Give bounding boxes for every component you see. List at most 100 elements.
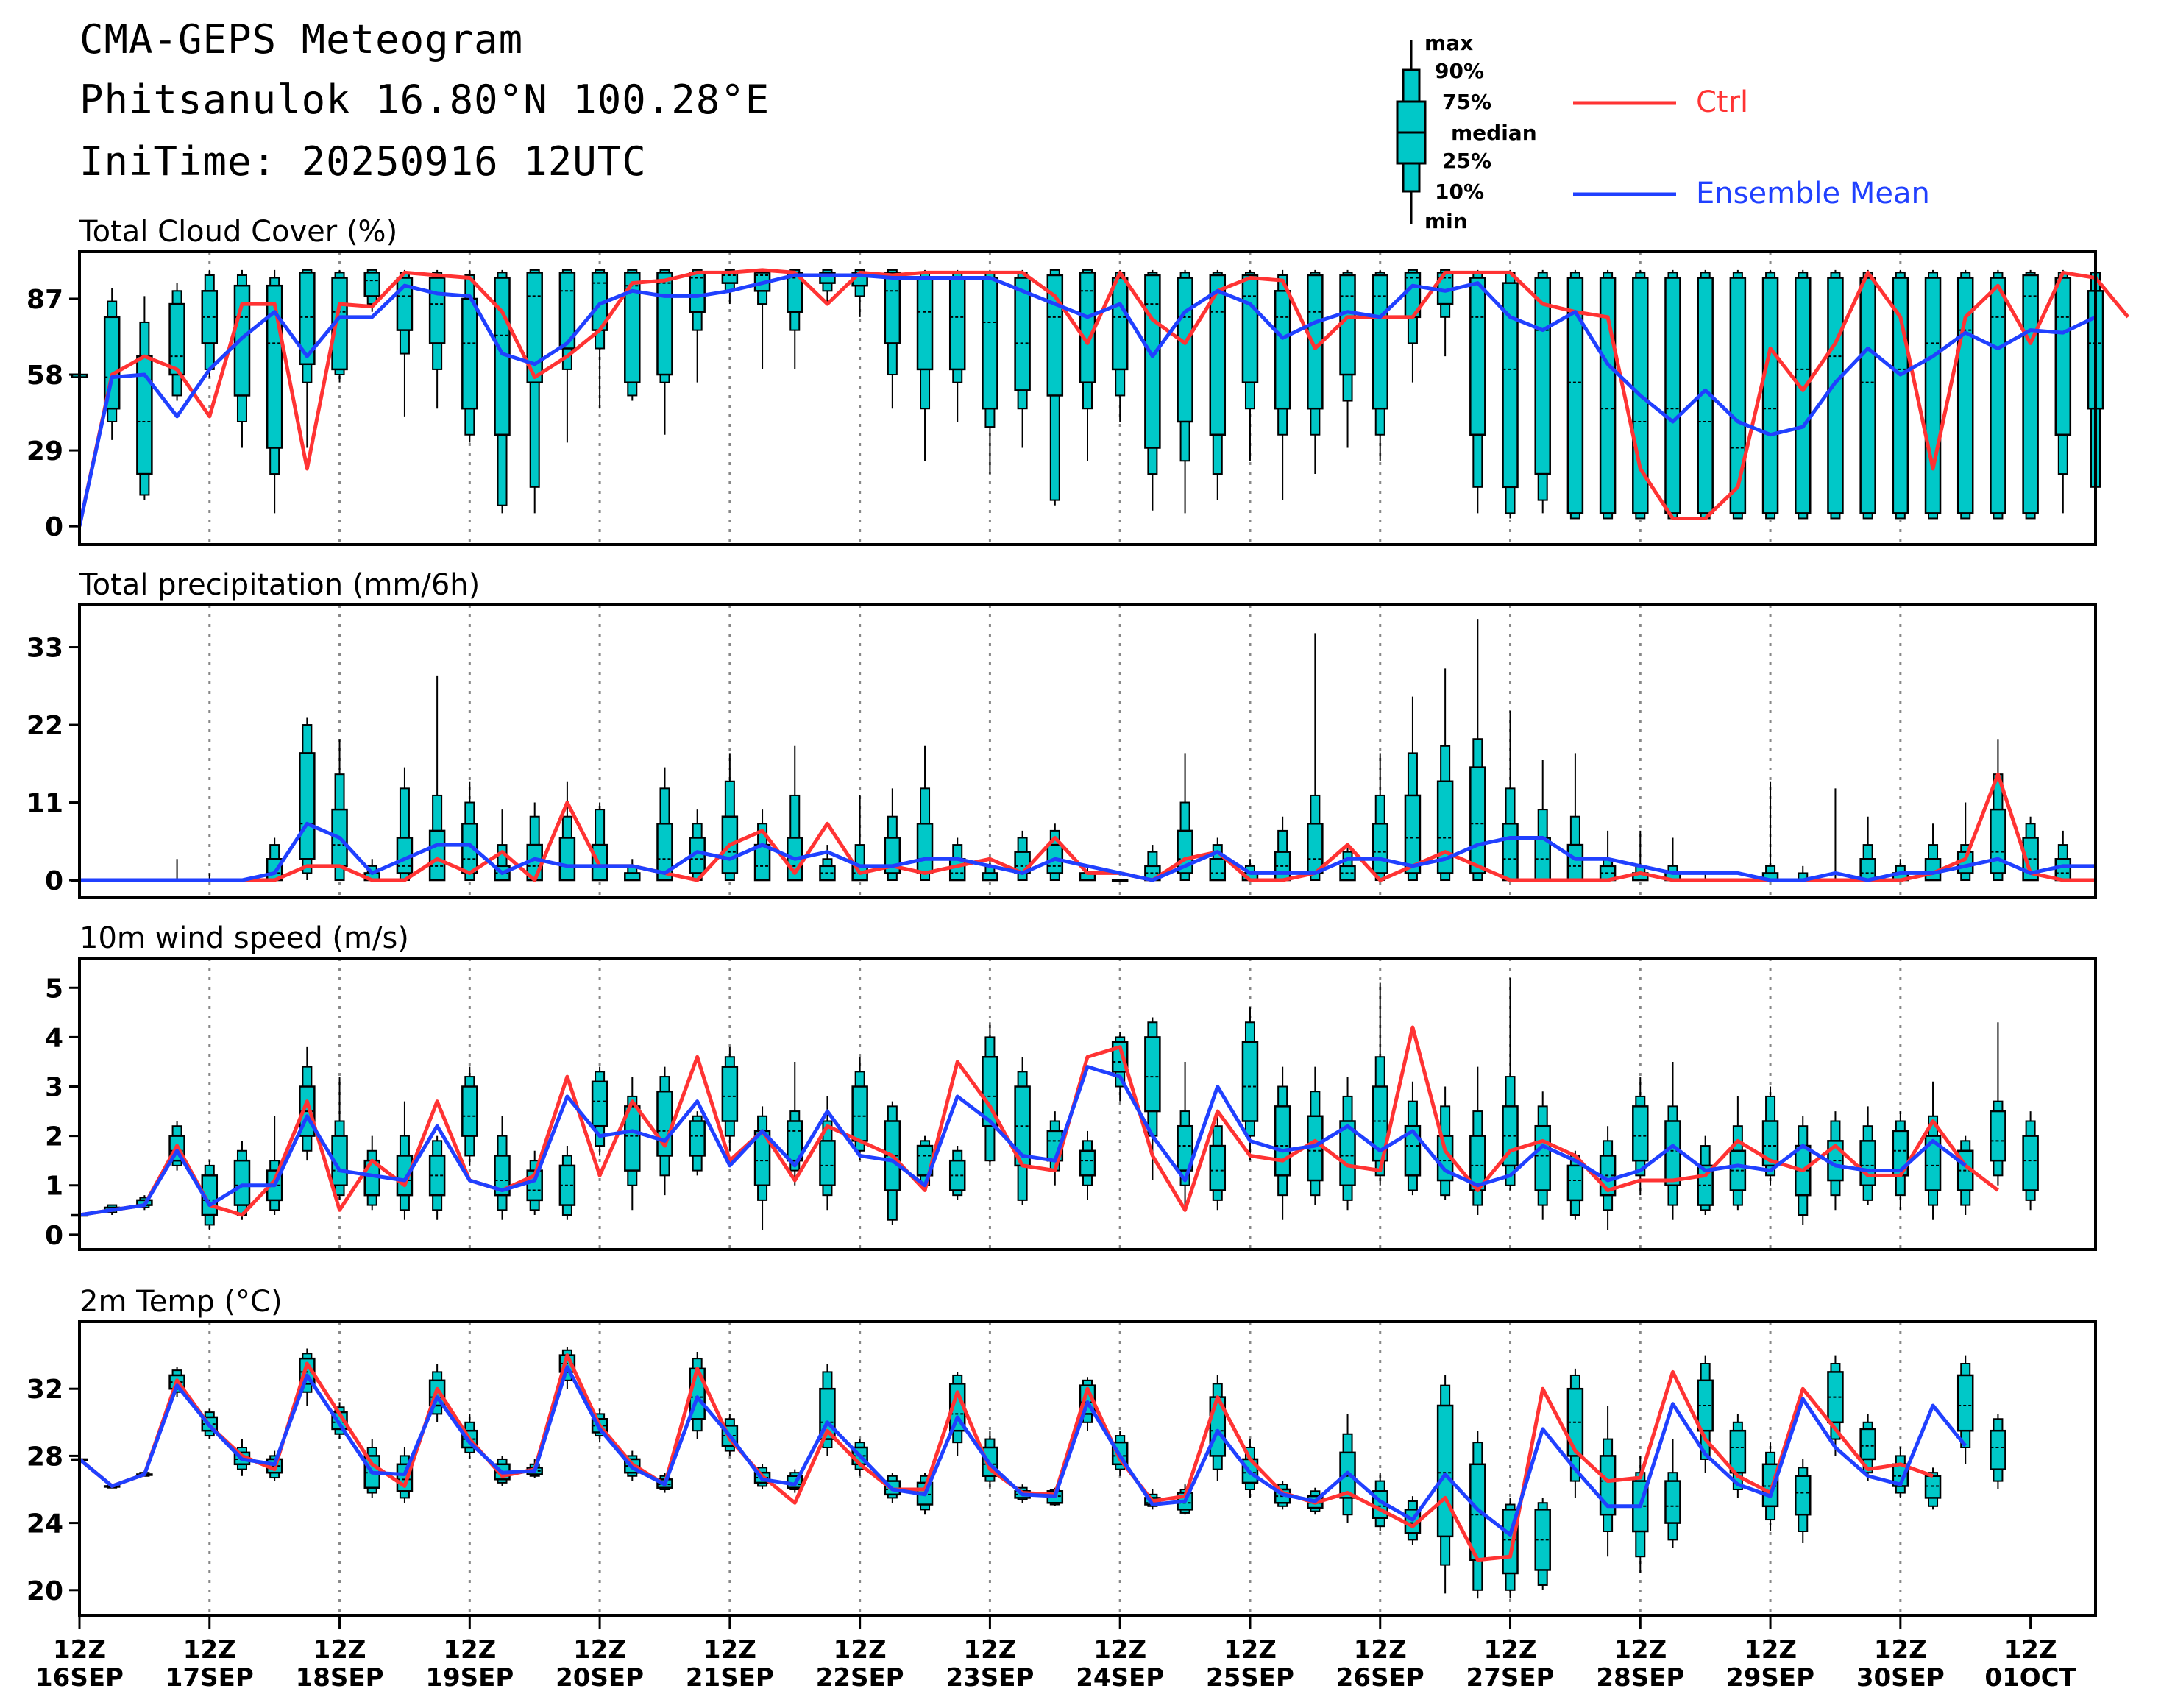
box-plot	[1827, 269, 1844, 520]
box-plot	[1079, 269, 1096, 461]
box-inner	[2022, 274, 2039, 514]
box-inner	[819, 1140, 836, 1186]
box-plot	[1924, 1081, 1942, 1220]
x-tick-label: 12Z	[703, 1635, 756, 1665]
box-plot	[1307, 269, 1324, 475]
box-plot	[1339, 269, 1356, 448]
box-plot	[1924, 269, 1942, 520]
box-inner	[1177, 277, 1193, 423]
box-plot	[1534, 1498, 1551, 1590]
box-plot	[136, 296, 153, 500]
box-inner	[1795, 277, 1812, 514]
box-inner	[1339, 274, 1356, 376]
box-plot	[591, 269, 608, 409]
box-plot	[494, 1116, 511, 1220]
box-inner	[1144, 1036, 1161, 1113]
y-tick-label: 24	[26, 1509, 63, 1539]
x-tick-label: 20SEP	[556, 1663, 644, 1693]
panel-frame	[78, 957, 2097, 1251]
box-inner	[1664, 277, 1681, 514]
x-tick-label: 12Z	[53, 1635, 106, 1665]
box-plot	[753, 1106, 771, 1230]
box-inner	[1469, 277, 1486, 436]
box-inner	[1079, 272, 1096, 383]
box-plot	[1859, 1106, 1876, 1205]
box-inner	[1599, 277, 1617, 514]
box-plot	[558, 1146, 576, 1220]
legend-label: min	[1424, 209, 1468, 233]
box-plot	[884, 269, 901, 409]
box-inner	[1209, 858, 1227, 882]
box-inner	[1502, 823, 1519, 882]
box-inner	[1956, 1374, 1974, 1432]
ensemble-mean-line	[78, 1365, 1967, 1537]
legend-label: 90%	[1435, 59, 1484, 83]
panel-frame	[78, 603, 2097, 899]
x-tick-label: 12Z	[1484, 1635, 1537, 1665]
panel-3: 10m wind speed (m/s) 0 1 2 3 4 5	[45, 921, 2097, 1251]
legend-label: max	[1424, 31, 1473, 55]
box-inner	[1079, 1149, 1096, 1177]
box-inner	[1990, 1110, 2006, 1162]
box-inner	[1241, 1041, 1259, 1122]
y-tick-label: 3	[45, 1073, 63, 1103]
box-plot	[1729, 1096, 1747, 1211]
x-tick-label: 12Z	[313, 1635, 366, 1665]
box-plot	[233, 269, 251, 448]
box-inner	[558, 837, 576, 882]
box-inner	[1892, 277, 1909, 514]
box-inner	[1761, 277, 1779, 514]
box-plot	[168, 283, 185, 401]
box-plot	[948, 1146, 966, 1200]
box-inner	[916, 823, 934, 874]
ctrl-line	[77, 268, 2130, 527]
y-tick-label: 0	[45, 512, 63, 542]
box-inner	[1111, 277, 1129, 371]
box-inner	[884, 272, 901, 344]
box-inner	[1859, 858, 1876, 882]
box-inner	[1339, 1451, 1356, 1499]
box-inner	[428, 277, 446, 344]
box-plot	[1436, 269, 1454, 357]
box-inner	[1990, 277, 2006, 514]
box-inner	[689, 1120, 706, 1157]
box-plot	[819, 1096, 836, 1211]
x-tick-label: 12Z	[443, 1635, 496, 1665]
box-plot	[1436, 668, 1454, 882]
box-plot	[2022, 269, 2039, 520]
y-tick-label: 32	[26, 1375, 63, 1405]
panel-title: Total Cloud Cover (%)	[79, 215, 397, 249]
box-plot	[461, 1066, 478, 1166]
x-tick-label: 12Z	[1874, 1635, 1927, 1665]
box-inner	[1209, 1144, 1227, 1191]
y-tick-label: 20	[26, 1576, 63, 1606]
box-inner	[624, 272, 641, 383]
x-tick-label: 12Z	[1224, 1635, 1277, 1665]
x-tick-label: 25SEP	[1206, 1663, 1294, 1693]
legend-label: median	[1451, 121, 1537, 145]
box-inner	[1795, 1475, 1812, 1516]
x-tick-label: 12Z	[963, 1635, 1016, 1665]
box-plot	[1859, 269, 1876, 520]
box-inner	[656, 823, 673, 882]
legend-mean-label: Ensemble Mean	[1696, 177, 1930, 210]
box-plot	[1729, 269, 1747, 520]
box-plot	[1664, 1439, 1681, 1548]
box-inner	[461, 297, 478, 410]
box-plot	[1795, 269, 1812, 520]
box-plot	[1079, 1130, 1096, 1200]
x-tick-label: 21SEP	[686, 1663, 774, 1693]
box-inner	[428, 829, 446, 882]
box-plot	[1956, 1135, 1974, 1216]
box-plot	[1274, 816, 1291, 882]
box-inner	[982, 872, 998, 882]
x-tick-label: 17SEP	[166, 1663, 254, 1693]
box-plot	[689, 809, 706, 882]
box-inner	[2054, 277, 2072, 436]
box-plot	[624, 1077, 641, 1211]
box-inner	[526, 272, 543, 383]
box-plot	[1729, 1414, 1747, 1498]
y-tick-label: 33	[26, 634, 63, 664]
box-plot	[1014, 1057, 1031, 1205]
box-plot	[1827, 1355, 1844, 1456]
